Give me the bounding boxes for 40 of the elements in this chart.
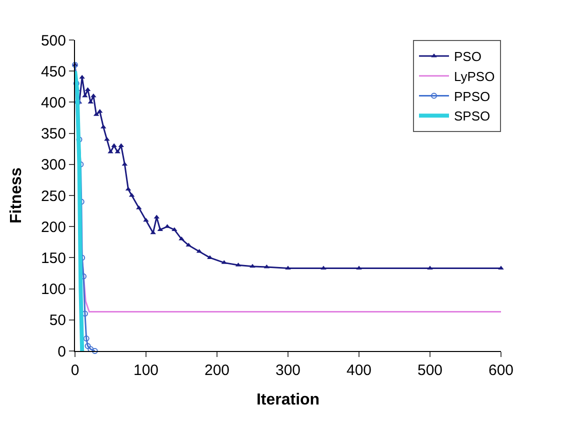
y-tick-label: 500 [40,32,66,50]
y-tick-label: 50 [49,312,66,330]
y-tick-label: 100 [40,281,66,298]
point [320,266,326,270]
y-tick-label: 350 [40,126,66,143]
point [498,266,504,270]
point [136,205,142,210]
y-axis-title: Fitness [8,167,25,224]
y-tick-label: 0 [58,343,66,360]
y-tick-label: 300 [40,156,66,174]
x-tick-label: 0 [70,362,80,379]
legend-label: LyPSO [454,68,495,84]
point [186,242,192,247]
legend-label: PSO [454,49,482,64]
point [83,336,90,342]
x-tick-label: 600 [488,362,514,379]
point [92,348,98,354]
point [150,230,156,234]
x-tick-label: 400 [346,362,372,379]
point [84,343,91,350]
point [250,264,256,268]
point [79,74,85,79]
x-axis-title: Iteration [256,392,320,409]
point [356,266,362,270]
y-tick-label: 450 [40,63,66,80]
y-tick-label: 250 [40,188,66,205]
y-tick-label: 150 [40,250,66,267]
legend-label: SPSO [454,108,490,124]
legend-label: PPSO [454,88,490,104]
point [143,218,149,222]
line-series [75,69,84,351]
x-tick-label: 300 [275,362,301,379]
y-tick-label: 400 [40,94,66,112]
point [427,266,433,270]
point [285,266,291,270]
x-tick-label: 200 [204,362,230,379]
y-tick-label: 200 [40,218,66,236]
point [88,346,94,352]
x-tick-label: 100 [133,362,159,379]
x-tick-label: 500 [417,362,443,379]
